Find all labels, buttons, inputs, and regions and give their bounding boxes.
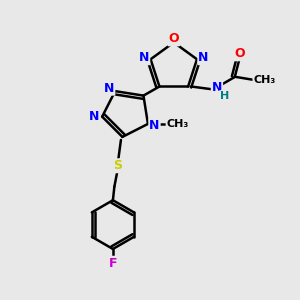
Text: N: N: [212, 81, 222, 94]
Text: O: O: [169, 32, 179, 45]
Text: F: F: [109, 257, 117, 270]
Text: N: N: [104, 82, 114, 95]
Text: O: O: [234, 47, 244, 60]
Text: N: N: [88, 110, 99, 123]
Text: N: N: [149, 119, 160, 132]
Text: N: N: [139, 51, 149, 64]
Text: CH₃: CH₃: [167, 119, 189, 129]
Text: H: H: [220, 91, 229, 101]
Text: S: S: [113, 159, 122, 172]
Text: CH₃: CH₃: [254, 75, 276, 85]
Text: N: N: [198, 51, 209, 64]
